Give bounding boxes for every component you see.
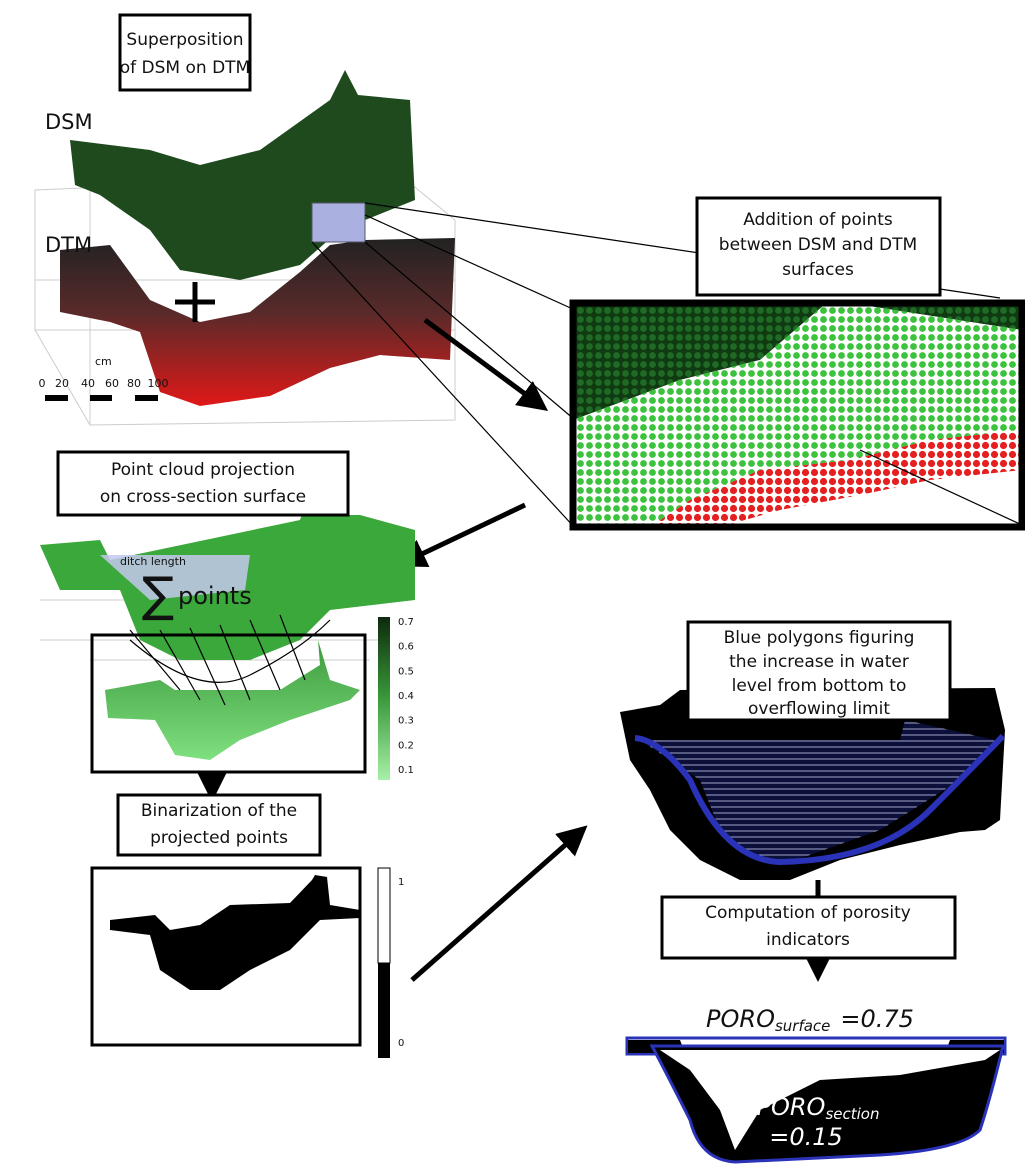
colorbar-label: 0.2 xyxy=(398,740,414,751)
box xyxy=(660,895,957,960)
porosity-panel: Computation of porosity indicators POROs… xyxy=(625,895,1007,1164)
ditch-area xyxy=(100,555,250,600)
dtm-points xyxy=(650,430,1022,527)
colorbar-label: 0.6 xyxy=(398,642,414,653)
scale-bar: 0 20 40 60 80 100 xyxy=(39,377,169,401)
added-points xyxy=(573,300,1022,527)
poro-value: =0.15 xyxy=(769,1123,843,1151)
scale-label: 100 xyxy=(148,377,169,390)
box-text: projected points xyxy=(150,828,288,848)
scale-label: 40 xyxy=(81,377,95,390)
projected-points xyxy=(105,640,360,760)
zoom-panel: Addition of points between DSM and DTM s… xyxy=(569,196,1025,531)
dsm-dtm-panel: Superposition of DSM on DTM DSM DTM cm 0… xyxy=(34,13,456,426)
projection-panel: Point cloud projection on cross-section … xyxy=(40,450,415,780)
box-text: Addition of points xyxy=(743,210,893,230)
box xyxy=(118,13,252,92)
box-text: on cross-section surface xyxy=(100,487,306,507)
sum-symbol: ∑ xyxy=(142,567,174,623)
arrow xyxy=(395,502,527,567)
section-line xyxy=(129,619,331,683)
poro-name: PORO xyxy=(706,1005,775,1033)
colorbar-ticks: 10 xyxy=(398,877,404,1049)
dtm-label: DTM xyxy=(45,233,92,257)
box xyxy=(90,633,367,774)
poro-surface: POROsurface =0.75 xyxy=(706,1005,914,1035)
zoom-frame xyxy=(569,299,1025,531)
polygons-panel: Blue polygons figuring the increase in w… xyxy=(620,620,1006,880)
plus-sign xyxy=(175,282,215,322)
poro-value: =0.75 xyxy=(840,1005,914,1033)
colorbar-white xyxy=(377,867,391,964)
box-text: Point cloud projection xyxy=(111,460,295,480)
zoom-lines xyxy=(311,202,1001,529)
colorbar-label: 0.3 xyxy=(398,716,414,727)
scale-label: 20 xyxy=(55,377,69,390)
box-text: indicators xyxy=(766,930,850,950)
zoom-grid xyxy=(859,449,1023,526)
colorbar-label: 0.5 xyxy=(398,666,414,677)
water-limit xyxy=(634,733,1006,866)
dsm-label: DSM xyxy=(45,110,93,134)
box-text: surfaces xyxy=(782,260,854,280)
dsm-points xyxy=(573,300,1022,420)
scale-label: 60 xyxy=(105,377,119,390)
poro-section: POROsection xyxy=(757,1093,880,1123)
colorbar-label: 1 xyxy=(398,877,404,888)
poro-name: PORO xyxy=(757,1093,826,1121)
selection-area xyxy=(311,202,366,243)
sum-label: points xyxy=(178,582,252,610)
colorbar-black xyxy=(378,963,390,1058)
binary-section xyxy=(110,875,360,990)
scale-label: 80 xyxy=(127,377,141,390)
box xyxy=(686,620,952,722)
colorbar-label: 0.1 xyxy=(398,765,414,776)
box-text: between DSM and DTM xyxy=(719,235,917,255)
arrow xyxy=(410,825,588,982)
binarization-panel: Binarization of the projected points 10 xyxy=(90,793,404,1058)
poro-subscript: section xyxy=(825,1105,879,1123)
colorbar-ticks: 0.7 0.6 0.5 0.4 0.3 0.2 0.1 xyxy=(398,617,414,776)
poro-subscript: surface xyxy=(775,1017,830,1035)
section-void xyxy=(660,1050,1000,1150)
box xyxy=(116,793,322,857)
colorbar-label: 0 xyxy=(398,1038,404,1049)
ditch-label: ditch length xyxy=(120,555,186,568)
arrow xyxy=(423,317,549,411)
box-text: level from bottom to xyxy=(732,676,907,696)
colorbar-label: 0.4 xyxy=(398,691,414,702)
box-text: Binarization of the xyxy=(141,801,297,821)
colorbar-label: 0.7 xyxy=(398,617,414,628)
projection-lines xyxy=(129,614,306,706)
box-text: Blue polygons figuring xyxy=(724,628,915,648)
box xyxy=(56,450,350,517)
scale-label: 0 xyxy=(39,377,46,390)
water-polygons xyxy=(640,720,995,862)
box-text: of DSM on DTM xyxy=(120,58,250,78)
box xyxy=(695,196,942,297)
box-text: the increase in water xyxy=(729,652,909,672)
box-text: overflowing limit xyxy=(748,699,890,719)
scale-unit: cm xyxy=(95,355,112,368)
colorbar xyxy=(378,617,390,780)
dtm-surface xyxy=(60,238,455,406)
box-text: Computation of porosity xyxy=(705,903,911,923)
box-text: Superposition xyxy=(126,30,243,50)
